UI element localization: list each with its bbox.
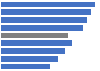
Bar — [1, 56, 58, 62]
Bar — [1, 17, 87, 23]
Bar — [1, 9, 91, 15]
Bar — [1, 25, 83, 31]
Bar — [1, 48, 65, 54]
Bar — [1, 64, 50, 69]
Bar — [1, 2, 95, 7]
Bar — [1, 40, 72, 46]
Bar — [1, 33, 68, 38]
